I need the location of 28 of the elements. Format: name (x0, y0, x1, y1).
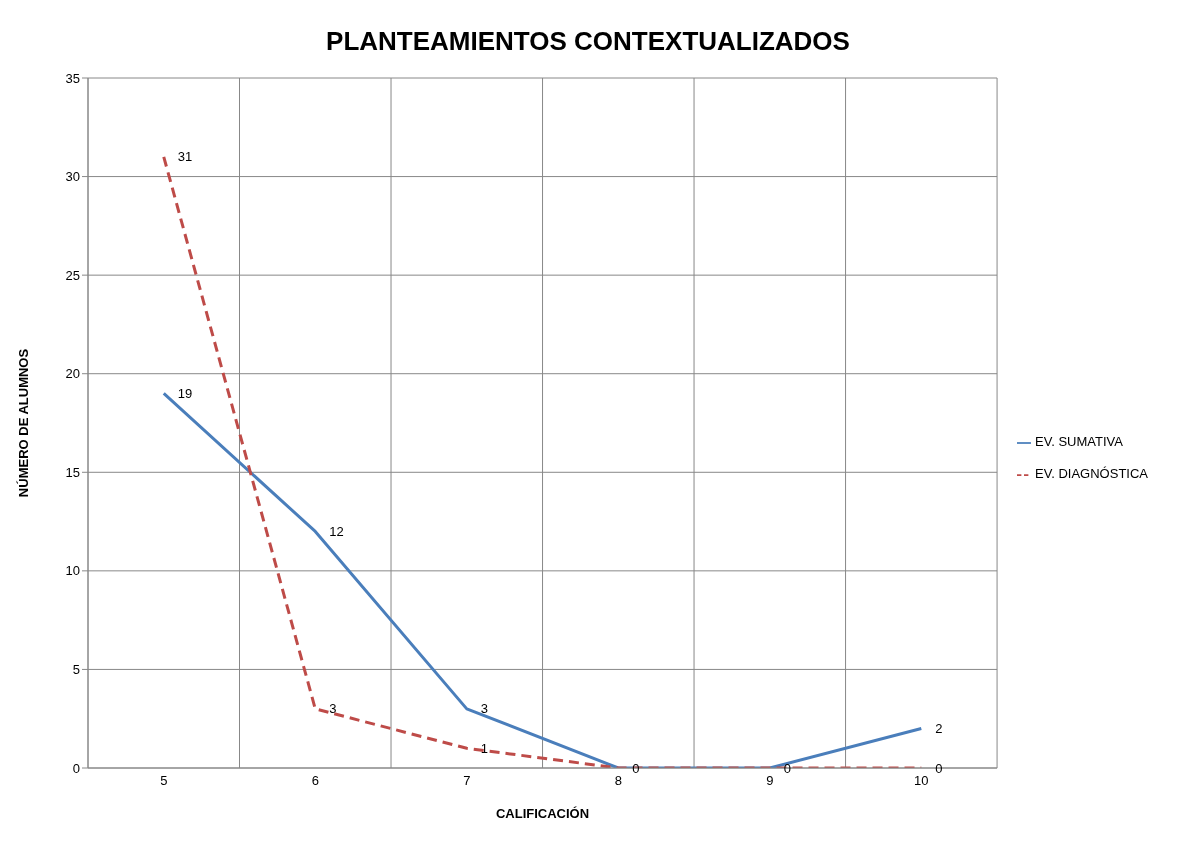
y-tick-label: 0 (72, 760, 80, 776)
y-tick-label: 5 (72, 662, 80, 678)
data-label: 0 (783, 760, 792, 776)
data-label: 19 (177, 386, 193, 402)
data-label: 3 (480, 701, 489, 717)
y-tick-label: 15 (65, 464, 80, 480)
y-tick-label: 20 (65, 366, 80, 382)
data-label: 3 (329, 701, 337, 717)
y-axis-title: NÚMERO DE ALUMNOS (15, 348, 31, 498)
y-tick-label: 10 (65, 563, 80, 579)
data-label: 0 (935, 760, 943, 776)
x-axis-title: CALIFICACIÓN (495, 806, 590, 821)
y-tick-label: 25 (65, 267, 80, 283)
chart-title: PLANTEAMIENTOS CONTEXTUALIZADOS (325, 25, 851, 58)
x-tick-label: 5 (160, 773, 168, 789)
data-label: 2 (935, 721, 943, 737)
x-tick-label: 10 (914, 773, 929, 789)
legend-label: EV. SUMATIVA (1035, 434, 1123, 449)
y-tick-label: 30 (65, 169, 80, 185)
data-label: 12 (329, 524, 344, 540)
x-tick-label: 7 (463, 773, 471, 789)
data-label: 1 (480, 740, 489, 756)
legend-label: EV. DIAGNÓSTICA (1035, 466, 1148, 481)
x-tick-label: 6 (311, 773, 319, 789)
x-tick-label: 8 (614, 773, 622, 789)
data-label: 31 (177, 149, 193, 165)
y-tick-label: 35 (65, 70, 80, 86)
x-tick-label: 9 (766, 773, 774, 789)
